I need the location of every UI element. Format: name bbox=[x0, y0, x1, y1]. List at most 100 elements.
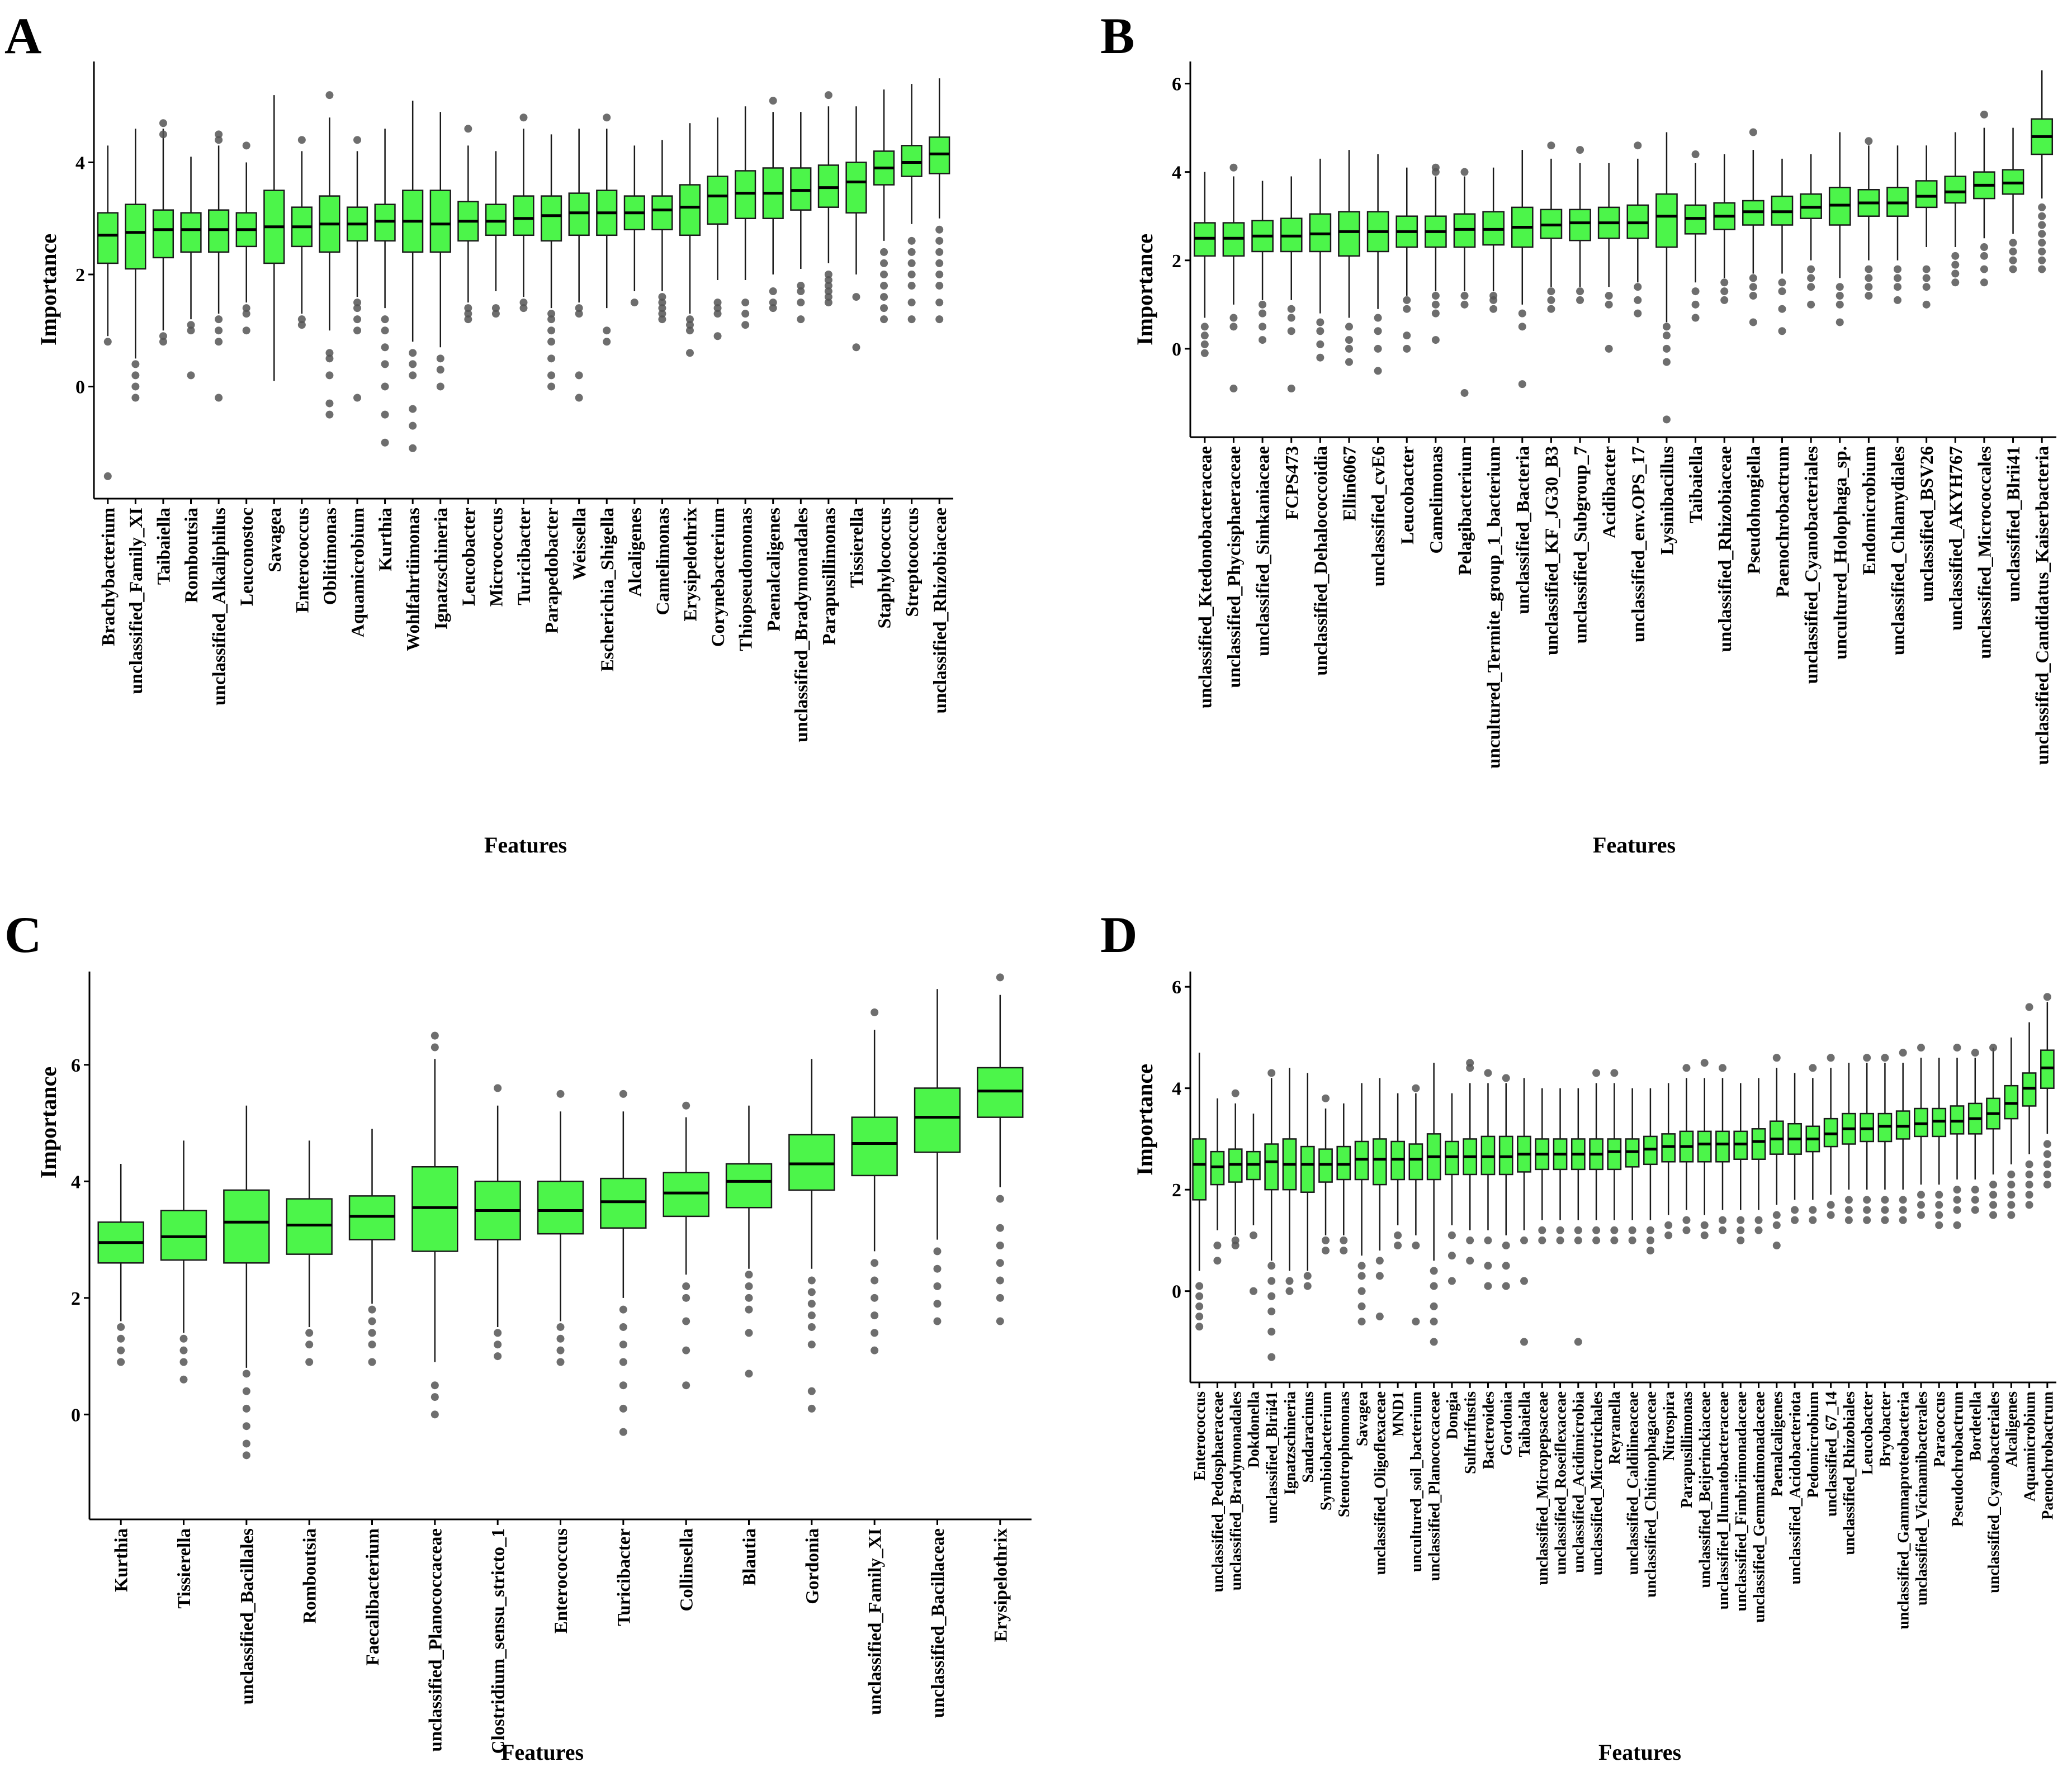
outlier-point bbox=[381, 438, 389, 447]
outlier-point bbox=[381, 382, 389, 391]
box-2 bbox=[125, 129, 146, 402]
x-tick-label: unclassified_Cyanobacteriales bbox=[1802, 446, 1822, 684]
outlier-point bbox=[824, 293, 832, 301]
outlier-point bbox=[575, 394, 583, 402]
outlier-point bbox=[907, 236, 916, 245]
x-tick-label: unclassified_KF_JG30_B3 bbox=[1542, 446, 1562, 655]
outlier-point bbox=[797, 315, 805, 324]
outlier-point bbox=[1195, 1282, 1204, 1290]
box-3 bbox=[152, 119, 174, 346]
outlier-point bbox=[1836, 318, 1844, 326]
x-tick-label: Parapusillimonas bbox=[1678, 1391, 1696, 1508]
x-tick-label: Corynebacterium bbox=[708, 508, 728, 647]
outlier-point bbox=[494, 1084, 502, 1092]
outlier-point bbox=[1267, 1328, 1276, 1336]
box-14 bbox=[914, 989, 961, 1325]
box-31 bbox=[1733, 1083, 1748, 1244]
outlier-point bbox=[1267, 1262, 1276, 1270]
outlier-point bbox=[547, 382, 556, 391]
outlier-point bbox=[807, 1288, 816, 1296]
outlier-point bbox=[2038, 247, 2046, 255]
outlier-point bbox=[745, 1305, 753, 1314]
outlier-point bbox=[1489, 296, 1498, 304]
outlier-point bbox=[2038, 203, 2046, 211]
y-tick-label: 2 bbox=[1172, 251, 1181, 272]
outlier-point bbox=[2009, 247, 2017, 255]
outlier-point bbox=[1466, 1257, 1474, 1265]
outlier-point bbox=[1646, 1247, 1654, 1255]
x-tick-label: unclassified_Cyanobacteriales bbox=[1985, 1391, 2003, 1593]
x-tick-label: unclassified_Microtrichales bbox=[1588, 1391, 1606, 1575]
outlier-point bbox=[1662, 344, 1671, 353]
x-axis-label-c: Features bbox=[501, 1740, 584, 1765]
x-tick-label: Brachybacterium bbox=[98, 508, 119, 646]
outlier-point bbox=[824, 270, 832, 278]
box-29 bbox=[2002, 127, 2024, 273]
outlier-point bbox=[2007, 1201, 2016, 1209]
outlier-point bbox=[1809, 1216, 1817, 1224]
outlier-point bbox=[1430, 1267, 1438, 1275]
outlier-point bbox=[1374, 344, 1382, 353]
outlier-point bbox=[1592, 1069, 1601, 1077]
outlier-point bbox=[2043, 1181, 2051, 1189]
outlier-point bbox=[2038, 265, 2046, 273]
outlier-point bbox=[745, 1282, 753, 1290]
outlier-point bbox=[1605, 344, 1613, 353]
outlier-point bbox=[1576, 146, 1584, 154]
outlier-point bbox=[2043, 1140, 2051, 1148]
outlier-point bbox=[1951, 278, 1960, 287]
outlier-point bbox=[547, 310, 556, 318]
box-18 bbox=[568, 129, 590, 402]
box-27 bbox=[1944, 132, 1967, 287]
x-tick-label: Paenochrobactrum bbox=[2040, 1391, 2057, 1520]
outlier-point bbox=[1249, 1231, 1257, 1239]
outlier-point bbox=[603, 326, 611, 335]
outlier-point bbox=[935, 270, 944, 278]
outlier-point bbox=[1231, 1089, 1240, 1097]
outlier-point bbox=[464, 310, 472, 318]
x-tick-label: Alcaligenes bbox=[625, 508, 645, 597]
outlier-point bbox=[1634, 296, 1642, 304]
outlier-point bbox=[1664, 1221, 1673, 1229]
x-tick-label: uncultured_Holophaga_sp. bbox=[1830, 446, 1851, 660]
x-tick-label: Tissierella bbox=[847, 508, 867, 588]
outlier-point bbox=[745, 1329, 753, 1337]
y-tick-label: 4 bbox=[75, 153, 85, 173]
outlier-point bbox=[603, 113, 611, 122]
outlier-point bbox=[1460, 300, 1469, 309]
outlier-point bbox=[797, 299, 805, 307]
outlier-point bbox=[1718, 1064, 1726, 1072]
x-tick-label: Ignatzschineria bbox=[431, 508, 451, 629]
outlier-point bbox=[1403, 305, 1411, 313]
outlier-point bbox=[682, 1381, 690, 1390]
box-iqr bbox=[1655, 193, 1678, 248]
box-iqr bbox=[411, 1166, 458, 1252]
box-8 bbox=[537, 1090, 584, 1366]
y-axis-label-b: Importance bbox=[1132, 234, 1157, 345]
outlier-point bbox=[1836, 283, 1844, 291]
outlier-point bbox=[1772, 1242, 1781, 1249]
box-25 bbox=[762, 97, 784, 312]
box-30 bbox=[2031, 70, 2054, 273]
outlier-point bbox=[1229, 323, 1238, 331]
y-axis-label-c: Importance bbox=[36, 1067, 61, 1178]
box-4 bbox=[180, 157, 202, 380]
outlier-point bbox=[1951, 252, 1960, 260]
outlier-point bbox=[1267, 1277, 1276, 1285]
outlier-point bbox=[117, 1323, 125, 1331]
box-16 bbox=[1626, 141, 1649, 318]
box-9 bbox=[600, 1090, 647, 1436]
outlier-point bbox=[871, 1329, 879, 1337]
outlier-point bbox=[368, 1341, 376, 1349]
x-tick-label: Leucobacter bbox=[1859, 1391, 1876, 1475]
outlier-point bbox=[935, 282, 944, 290]
x-tick-label: Paenochrobactrum bbox=[1773, 446, 1793, 598]
outlier-point bbox=[1682, 1064, 1691, 1072]
outlier-point bbox=[2025, 1160, 2033, 1168]
outlier-point bbox=[519, 113, 528, 122]
outlier-point bbox=[1484, 1262, 1492, 1270]
outlier-point bbox=[935, 236, 944, 245]
outlier-point bbox=[682, 1317, 690, 1325]
outlier-point bbox=[996, 1224, 1004, 1232]
outlier-point bbox=[1460, 168, 1469, 176]
